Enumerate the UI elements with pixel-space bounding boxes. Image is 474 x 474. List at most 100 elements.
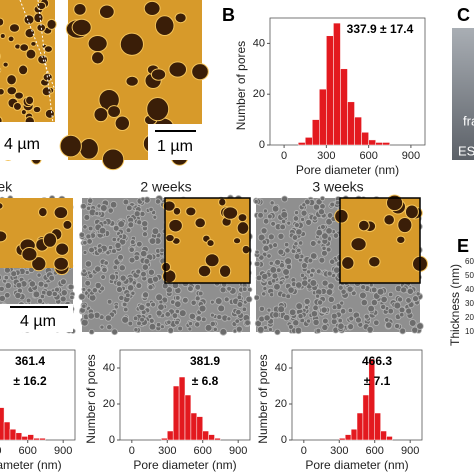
sem-pore [261,291,267,297]
sem-pore [261,272,269,281]
sem-pore [0,294,6,302]
sem-pore [334,200,341,206]
pore [397,216,413,234]
bar [214,437,221,441]
sem-pore [143,257,151,265]
bar [333,22,341,146]
sem-pore [108,244,114,251]
sem-pore [291,234,299,241]
annotation: 381.9 [190,354,220,368]
sem-pore [363,313,370,320]
pore [218,264,232,278]
sem-pore [4,282,12,290]
sem-pore [416,322,424,330]
sem-pore [398,306,406,314]
sem-pore [332,232,340,239]
pore [204,253,220,268]
bar [202,430,209,441]
sem-pore [360,284,367,291]
sem-pore [286,220,292,226]
sem-pore [337,284,344,291]
sem-pore [187,285,194,292]
sem-pore [271,272,279,280]
panel-label: C [457,5,470,25]
sem-pore [235,325,243,333]
sem-pore [355,316,362,324]
bar [356,412,364,441]
inset-frame [164,197,251,284]
sem-pore [133,210,141,218]
sem-pore [140,249,148,258]
sem-pore [109,201,118,209]
sem-pore [347,307,354,314]
sem-pore [339,300,345,306]
pore [194,217,206,229]
sem-pore [340,288,347,295]
pore [197,264,212,278]
sem-pore [88,246,95,254]
bar [15,432,23,441]
sem-pore [178,309,187,318]
sem-pore [141,263,149,271]
sem-pore [133,327,139,333]
sem-pore [100,274,106,280]
sem-pore [145,301,152,308]
pore [232,237,242,245]
sem-pore [305,318,312,324]
sem-pore [28,280,36,288]
sem-pore [315,293,321,299]
sem-pore [262,244,270,252]
sem-pore [317,299,324,306]
sem-pore [244,319,251,327]
pore [2,61,9,68]
x-axis-label: Pore diameter (nm) [296,163,399,177]
sem-pore [292,215,300,222]
sem-pore [105,250,111,256]
x-tick-label: 600 [19,445,37,457]
sem-pore [36,272,42,278]
bar [362,394,370,441]
sem-pore [260,227,268,235]
sem-pore [307,257,314,264]
pore [41,86,52,97]
sem-pore [399,327,406,335]
sem-pore [155,321,162,328]
sem-pore [321,279,329,287]
sem-pore [288,308,297,317]
sem-pore [321,232,329,240]
x-tick-label: 600 [194,445,212,457]
sem-pore [370,298,378,307]
pore [55,242,70,256]
pore [0,202,4,210]
pore [31,256,47,272]
pore [350,237,367,252]
sem-pore [268,260,274,266]
sem-pore [121,315,130,324]
sem-pore [303,297,311,305]
sem-pore [380,303,387,310]
sem-pore [322,317,329,325]
scale-label: 4 µm [4,136,40,153]
sem-pore [43,282,49,289]
annotation: 466.3 [362,354,392,368]
bar [3,421,11,441]
sem-pore [152,214,158,220]
sem-pore [80,318,89,327]
y-axis-label: Number of pores [256,354,270,443]
sem-pore [86,287,92,293]
sem-pore [283,313,291,322]
sem-pore [174,319,180,326]
sem-pore [255,274,263,282]
image-title: 2 weeks [140,179,191,195]
bar [297,142,306,146]
sem-pore [127,284,135,292]
sem-pore [91,287,98,294]
sem-pore [254,319,262,328]
panel-c-text: ES [458,143,474,158]
bar [319,88,327,146]
pore [236,221,250,235]
bar [172,385,180,441]
annotation: 337.9 ± 17.4 [347,22,414,36]
pore [222,206,239,220]
